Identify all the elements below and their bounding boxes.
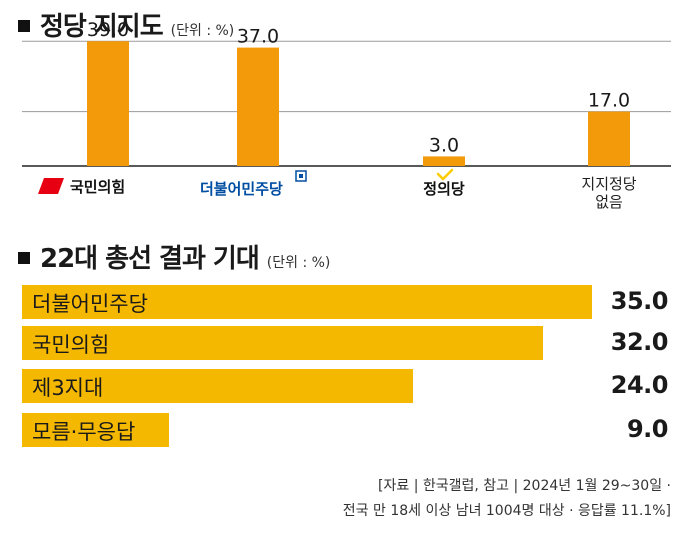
bar-3 <box>588 111 630 166</box>
category-label-0: 국민의힘 <box>70 178 125 196</box>
justice-check-icon <box>436 168 454 181</box>
title-bullet-icon <box>18 20 30 32</box>
election-expectation-unit: (단위 : %) <box>266 255 331 271</box>
source-note-line2: 전국 만 18세 이상 남녀 1004명 대상 · 응답률 11.1%] <box>342 503 671 519</box>
hbar-category-label-3: 모름·무응답 <box>32 420 136 444</box>
bar-2 <box>423 156 465 166</box>
election-expectation-title: 22대 총선 결과 기대 (단위 : %) <box>18 238 330 275</box>
title-bullet-icon <box>18 252 30 264</box>
party-support-unit: (단위 : %) <box>170 23 235 39</box>
bar-0 <box>87 41 129 167</box>
category-label-1: 더불어민주당 <box>200 180 283 198</box>
hbar-value-label-2: 24.0 <box>610 371 669 399</box>
hbar-row-0: 더불어민주당 35.0 <box>22 285 682 319</box>
hbar-row-1: 국민의힘 32.0 <box>22 326 682 360</box>
category-label-3-line-0: 지지정당 <box>581 175 636 193</box>
bar-value-label-0: 39.0 <box>87 19 129 41</box>
bar-1 <box>237 47 279 166</box>
hbar-3 <box>22 413 169 447</box>
hbar-value-label-0: 35.0 <box>610 287 669 315</box>
hbar-2 <box>22 369 413 403</box>
hbar-category-label-0: 더불어민주당 <box>32 292 148 316</box>
hbar-1 <box>22 326 544 360</box>
dem-logo-mark-icon <box>299 174 303 178</box>
election-expectation-heading: 22대 총선 결과 기대 <box>40 244 260 274</box>
hbar-row-2: 제3지대 24.0 <box>22 369 682 403</box>
ppp-logo-icon <box>38 178 64 194</box>
party-support-title: 정당 지지도 (단위 : %) <box>18 6 234 43</box>
party-support-heading: 정당 지지도 <box>40 12 164 42</box>
hbar-category-label-1: 국민의힘 <box>32 333 110 357</box>
bar-value-label-1: 37.0 <box>237 26 279 48</box>
category-label-3-line-1: 없음 <box>595 193 623 211</box>
source-note-line1: [자료 | 한국갤럽, 참고 | 2024년 1월 29~30일 · <box>378 478 671 494</box>
hbar-row-3: 모름·무응답 9.0 <box>22 413 682 447</box>
hbar-value-label-3: 9.0 <box>626 415 669 443</box>
hbar-value-label-1: 32.0 <box>610 328 669 356</box>
hbar-category-label-2: 제3지대 <box>32 376 104 400</box>
category-label-2: 정의당 <box>423 180 465 198</box>
hbar-0 <box>22 285 592 319</box>
dem-logo-icon <box>295 170 307 182</box>
bar-value-label-2: 3.0 <box>429 134 459 156</box>
bar-value-label-3: 17.0 <box>588 90 630 112</box>
